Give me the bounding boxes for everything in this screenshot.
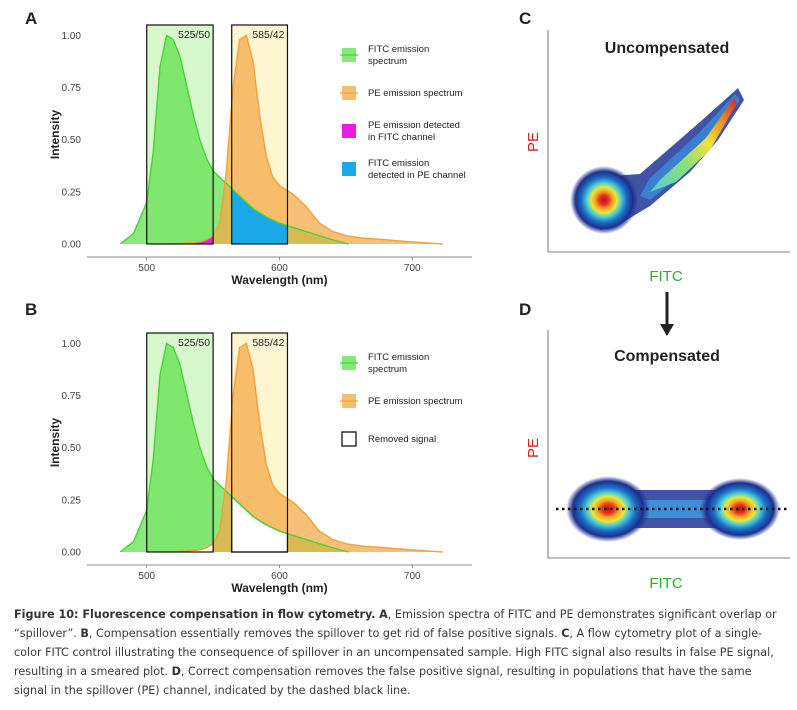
panel-c-xlabel: FITC	[649, 268, 682, 285]
panel-c-uncompensated: C Uncompensated FITC PE	[519, 9, 790, 285]
legend-swatch-3	[342, 124, 356, 138]
figure-caption: Figure 10: Fluorescence compensation in …	[14, 605, 786, 700]
y-tick-label: 0.25	[62, 495, 82, 506]
legend-label-3: Removed signal	[368, 434, 436, 445]
legend-label-2: PE emission spectrum	[368, 396, 463, 407]
filter-outline-2	[231, 24, 289, 245]
pe-area	[173, 343, 443, 552]
panel-d-title: Compensated	[614, 348, 720, 365]
legend-swatch-4	[342, 162, 356, 176]
pe-line	[173, 342, 443, 553]
areas-a	[119, 34, 443, 245]
fitc-line	[119, 34, 349, 245]
figure: A 500 600 700 0.00 0.25 0.50 0.75 1.00 Wavelengt…	[25, 9, 790, 595]
y-tick-label: 1.00	[62, 31, 82, 42]
caption-title: Figure 10: Fluorescence compensation in …	[14, 608, 376, 621]
y-axis-title: Intensity	[48, 418, 62, 468]
y-tick-label: 0.25	[62, 187, 82, 198]
legend-label-1-cont: spectrum	[368, 364, 407, 375]
pe-area	[173, 35, 443, 245]
caption-text-a: , Emission spectra of FITC and PE demons…	[14, 608, 777, 640]
y-tick-label: 0.50	[62, 443, 82, 454]
panel-c-title: Uncompensated	[605, 40, 729, 57]
y-tick-label: 1.00	[62, 339, 82, 350]
legend-swatch-3	[341, 431, 357, 447]
caption-text-d: , Correct compensation removes the false…	[14, 665, 752, 697]
y-tick-label: 0.75	[62, 391, 82, 402]
panel-b-spectra: B 500 600 700 0.00 0.25 0.50 0.75 1.00 Wavelengt…	[25, 300, 472, 595]
legend-label-4-cont: detected in PE channel	[368, 170, 466, 181]
fitc-line	[119, 342, 349, 553]
areas-b	[119, 342, 443, 553]
axes-b: 500 600 700 0.00 0.25 0.50 0.75 1.00 Wavelength …	[48, 339, 472, 595]
down-arrow-icon	[660, 292, 674, 336]
caption-label-c: C	[561, 627, 570, 640]
x-tick-label: 600	[271, 571, 288, 582]
legend-label-3: PE emission detected	[368, 120, 460, 131]
legend-label-2: PE emission spectrum	[368, 88, 463, 99]
population-neg-d	[566, 476, 650, 542]
legend-label-4: FITC emission	[368, 158, 429, 169]
y-tick-label: 0.00	[62, 548, 82, 559]
panel-d-xlabel: FITC	[649, 575, 682, 592]
y-axis-title: Intensity	[48, 110, 62, 160]
caption-text-c: , A flow cytometry plot of a single-colo…	[14, 627, 774, 678]
y-tick-label: 0.50	[62, 135, 82, 146]
population-neg-c	[570, 166, 638, 234]
legend-label-3-cont: in FITC channel	[368, 132, 435, 143]
caption-label-b: B	[80, 627, 89, 640]
x-tick-label: 500	[138, 263, 155, 274]
filter-outline-1	[146, 332, 214, 553]
axes-a: 500 600 700 0.00 0.25 0.50 0.75 1.00 Wavelength …	[48, 31, 472, 287]
filter-label-1: 525/50	[178, 337, 210, 349]
x-axis-title: Wavelength (nm)	[231, 581, 327, 595]
panel-d-ylabel: PE	[525, 438, 542, 458]
legend-label-1-cont: spectrum	[368, 56, 407, 67]
fitc-area	[120, 35, 349, 245]
panel-a-spectra: A 500 600 700 0.00 0.25 0.50 0.75 1.00 Wavelengt…	[25, 9, 472, 287]
panel-d-compensated: D Compensated FITC PE	[519, 300, 790, 592]
x-tick-label: 700	[404, 263, 421, 274]
streak-core	[650, 98, 737, 192]
caption-label-a: A	[379, 608, 388, 621]
legend-label-1: FITC emission	[368, 44, 429, 55]
panel-c-ylabel: PE	[525, 132, 542, 152]
fitc-area	[120, 343, 349, 552]
pe-line	[173, 34, 443, 245]
filter-label-1: 525/50	[178, 29, 210, 41]
y-tick-label: 0.75	[62, 83, 82, 94]
population-pos-d	[700, 478, 780, 540]
x-axis-title: Wavelength (nm)	[231, 273, 327, 287]
streak-mid	[640, 94, 740, 200]
panel-c-label: C	[519, 9, 531, 28]
panel-b-label: B	[25, 300, 37, 319]
panel-c-density	[570, 88, 744, 234]
spillover-pe-in-fitc	[186, 235, 214, 244]
x-tick-label: 500	[138, 571, 155, 582]
panel-a-label: A	[25, 9, 37, 28]
legend-label-1: FITC emission	[368, 352, 429, 363]
filter-label-2: 585/42	[252, 337, 284, 349]
x-tick-label: 600	[271, 263, 288, 274]
panel-d-label: D	[519, 300, 531, 319]
caption-label-d: D	[171, 665, 181, 678]
caption-text-b: , Compensation essentially removes the s…	[88, 627, 558, 640]
y-tick-label: 0.00	[62, 240, 82, 251]
filter-outline-2	[231, 332, 289, 553]
filter-label-2: 585/42	[252, 29, 284, 41]
filter-outline-1	[146, 24, 214, 245]
x-tick-label: 700	[404, 571, 421, 582]
